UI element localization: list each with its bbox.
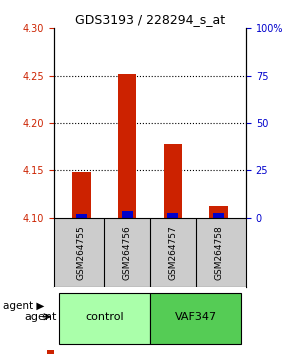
Text: VAF347: VAF347 [175,312,217,322]
Text: GSM264758: GSM264758 [214,225,223,280]
Bar [122,211,133,218]
Text: GSM264757: GSM264757 [168,225,177,280]
Bar [76,214,87,218]
FancyBboxPatch shape [150,293,242,344]
Bar [213,213,224,218]
Text: GSM264755: GSM264755 [77,225,86,280]
Bar [72,172,91,218]
FancyBboxPatch shape [58,293,150,344]
Title: GDS3193 / 228294_s_at: GDS3193 / 228294_s_at [75,13,225,26]
Text: GSM264756: GSM264756 [123,225,132,280]
Bar [118,74,136,218]
Bar [164,144,182,218]
Bar [167,213,178,218]
Text: agent: agent [24,312,56,322]
Text: control: control [85,312,124,322]
Text: agent ▶: agent ▶ [3,301,44,311]
Bar [209,206,228,218]
